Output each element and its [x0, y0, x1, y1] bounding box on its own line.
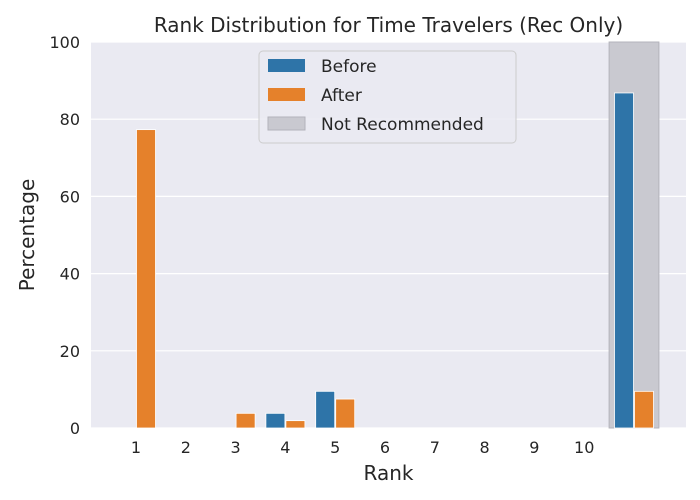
x-tick-label: 9	[529, 438, 539, 457]
y-tick-label: 80	[60, 110, 80, 129]
legend-box	[258, 50, 517, 144]
legend-label-before: Before	[321, 57, 377, 77]
bar-before-11	[614, 92, 634, 429]
legend-swatch-not-recommended	[267, 116, 306, 131]
bar-before-4	[265, 412, 286, 429]
x-axis-label: Rank	[364, 461, 414, 485]
legend-swatch-before	[268, 59, 305, 72]
y-axis-label: Percentage	[15, 179, 39, 292]
bar-after-1	[136, 129, 156, 429]
x-tick-label: 7	[430, 438, 440, 457]
bar-after-3	[235, 412, 256, 429]
x-tick-label: 5	[330, 438, 340, 457]
bar-after-4	[285, 420, 306, 429]
bar-after-5	[335, 398, 356, 429]
y-tick-labels: 0 20 40 60 80 100	[49, 33, 80, 438]
legend-label-not-recommended: Not Recommended	[321, 115, 484, 135]
x-tick-label: 2	[181, 438, 191, 457]
x-tick-label: 8	[480, 438, 490, 457]
chart-title: Rank Distribution for Time Travelers (Re…	[154, 13, 623, 37]
y-tick-label: 60	[60, 187, 80, 206]
x-tick-label: 3	[231, 438, 241, 457]
x-tick-labels: 1 2 3 4 5 6 7 8 9 10	[131, 438, 594, 457]
x-tick-label: 6	[380, 438, 390, 457]
y-tick-label: 20	[60, 342, 80, 361]
y-tick-label: 40	[60, 265, 80, 284]
bar-before-5	[315, 390, 336, 429]
x-tick-label: 4	[280, 438, 290, 457]
bars	[136, 92, 654, 429]
y-tick-label: 0	[70, 419, 80, 438]
legend-label-after: After	[321, 86, 362, 106]
legend: Before After Not Recommended	[258, 50, 517, 144]
y-tick-label: 100	[49, 33, 80, 52]
bar-after-11	[634, 390, 654, 429]
x-tick-label: 10	[574, 438, 594, 457]
grid-lines	[91, 41, 686, 429]
x-tick-label: 1	[131, 438, 141, 457]
legend-swatch-after	[268, 88, 305, 101]
